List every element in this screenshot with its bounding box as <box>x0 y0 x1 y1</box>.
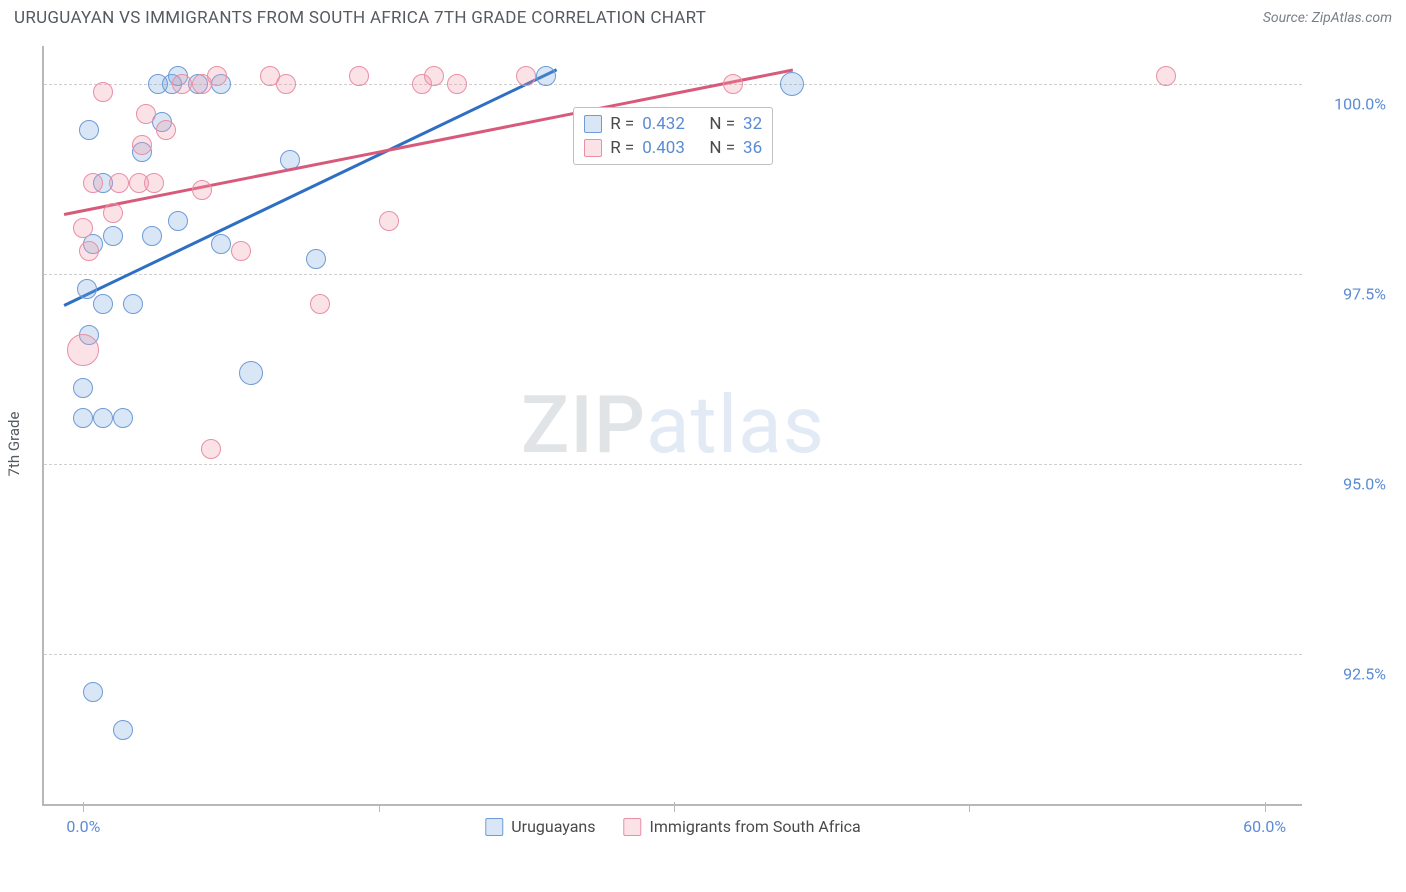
x-tick <box>674 802 675 812</box>
data-point-south_africa <box>424 66 444 86</box>
series-legend: Uruguayans Immigrants from South Africa <box>485 817 860 836</box>
data-point-south_africa <box>201 439 221 459</box>
plot-region: ZIPatlas 92.5%95.0%97.5%100.0%0.0%60.0%R… <box>42 46 1302 806</box>
legend-r-label: R = <box>610 114 634 134</box>
data-point-south_africa <box>231 241 251 261</box>
gridline <box>44 84 1302 85</box>
data-point-south_africa <box>132 135 152 155</box>
data-point-uruguayans <box>93 294 113 314</box>
legend-n-value: 32 <box>743 114 762 134</box>
series-legend-label: Immigrants from South Africa <box>650 817 861 836</box>
watermark: ZIPatlas <box>521 378 825 472</box>
data-point-south_africa <box>136 104 156 124</box>
data-point-south_africa <box>83 173 103 193</box>
gridline <box>44 464 1302 465</box>
data-point-south_africa <box>447 74 467 94</box>
data-point-uruguayans <box>93 408 113 428</box>
data-point-south_africa <box>109 173 129 193</box>
y-tick-label: 95.0% <box>1308 475 1392 494</box>
data-point-south_africa <box>73 218 93 238</box>
data-point-uruguayans <box>123 294 143 314</box>
legend-swatch <box>584 115 602 133</box>
chart-source: Source: ZipAtlas.com <box>1263 10 1392 26</box>
data-point-uruguayans <box>77 279 97 299</box>
data-point-south_africa <box>156 120 176 140</box>
y-tick-label: 100.0% <box>1308 95 1392 114</box>
legend-n-label: N = <box>709 114 735 134</box>
x-tick-label: 60.0% <box>1243 817 1286 836</box>
data-point-uruguayans <box>103 226 123 246</box>
data-point-south_africa <box>207 66 227 86</box>
data-point-south_africa <box>276 74 296 94</box>
data-point-uruguayans <box>239 361 263 385</box>
data-point-uruguayans <box>211 234 231 254</box>
data-point-south_africa <box>349 66 369 86</box>
data-point-south_africa <box>1156 66 1176 86</box>
x-tick <box>83 802 84 812</box>
legend-n-label: N = <box>709 138 735 158</box>
data-point-uruguayans <box>142 226 162 246</box>
data-point-uruguayans <box>113 408 133 428</box>
y-tick-label: 92.5% <box>1308 665 1392 684</box>
chart-area: 7th Grade ZIPatlas 92.5%95.0%97.5%100.0%… <box>0 34 1406 854</box>
chart-title: URUGUAYAN VS IMMIGRANTS FROM SOUTH AFRIC… <box>14 8 706 28</box>
watermark-atlas: atlas <box>646 378 825 472</box>
legend-r-value: 0.432 <box>642 114 685 134</box>
watermark-zip: ZIP <box>521 378 646 472</box>
data-point-south_africa <box>310 294 330 314</box>
data-point-uruguayans <box>536 66 556 86</box>
data-point-uruguayans <box>113 720 133 740</box>
correlation-legend: R = 0.432 N = 32 R = 0.403 N = 36 <box>573 107 773 165</box>
data-point-south_africa <box>192 180 212 200</box>
data-point-uruguayans <box>780 72 804 96</box>
legend-r-value: 0.403 <box>642 138 685 158</box>
data-point-south_africa <box>67 334 99 366</box>
x-tick <box>1265 802 1266 812</box>
data-point-uruguayans <box>306 249 326 269</box>
y-axis-title: 7th Grade <box>5 412 23 477</box>
y-tick-label: 97.5% <box>1308 285 1392 304</box>
data-point-uruguayans <box>79 120 99 140</box>
legend-n-value: 36 <box>743 138 762 158</box>
data-point-south_africa <box>144 173 164 193</box>
legend-swatch <box>485 818 503 836</box>
data-point-uruguayans <box>73 408 93 428</box>
data-point-south_africa <box>79 241 99 261</box>
legend-row-uruguayans: R = 0.432 N = 32 <box>584 112 762 136</box>
legend-swatch <box>624 818 642 836</box>
x-tick <box>379 806 380 812</box>
legend-row-south_africa: R = 0.403 N = 36 <box>584 136 762 160</box>
chart-header: URUGUAYAN VS IMMIGRANTS FROM SOUTH AFRIC… <box>0 0 1406 34</box>
series-legend-item: Immigrants from South Africa <box>624 817 861 836</box>
data-point-south_africa <box>723 74 743 94</box>
data-point-south_africa <box>379 211 399 231</box>
gridline <box>44 654 1302 655</box>
series-legend-label: Uruguayans <box>511 817 595 836</box>
data-point-uruguayans <box>73 378 93 398</box>
data-point-uruguayans <box>168 211 188 231</box>
data-point-south_africa <box>103 203 123 223</box>
data-point-uruguayans <box>83 682 103 702</box>
legend-r-label: R = <box>610 138 634 158</box>
x-tick-label: 0.0% <box>66 817 100 836</box>
x-tick <box>969 806 970 812</box>
data-point-south_africa <box>172 74 192 94</box>
gridline <box>44 274 1302 275</box>
legend-swatch <box>584 139 602 157</box>
data-point-south_africa <box>516 66 536 86</box>
data-point-south_africa <box>93 82 113 102</box>
series-legend-item: Uruguayans <box>485 817 595 836</box>
